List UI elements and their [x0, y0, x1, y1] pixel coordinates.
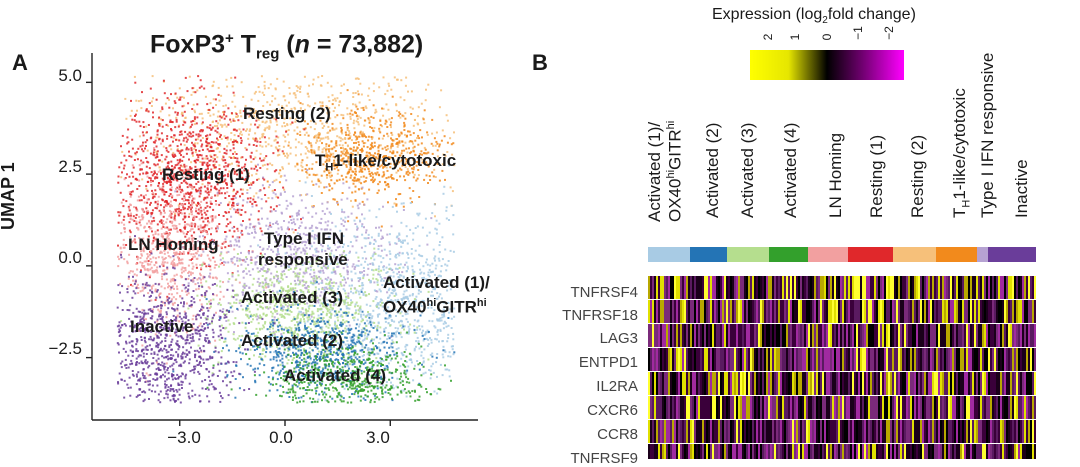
heatmap-row: [648, 300, 1036, 323]
legend-tick: 2: [761, 27, 775, 47]
expression-heatmap: [648, 247, 1036, 459]
gene-label: IL2RA: [540, 378, 638, 395]
cluster-label-activated-2: Activated (2): [241, 330, 343, 351]
gene-label: TNFRSF4: [540, 284, 638, 301]
column-label-activated-1: Activated (1)/OX40hiGITRhi: [645, 121, 686, 222]
heatmap-row: [648, 348, 1036, 371]
gene-label: CCR8: [540, 426, 638, 443]
x-tick-label: 0.0: [251, 428, 311, 448]
y-tick-label: 5.0: [22, 66, 82, 86]
gene-label: ENTPD1: [540, 354, 638, 371]
heatmap-row: [648, 396, 1036, 419]
legend-tick: −2: [882, 23, 896, 43]
column-label-activated-3: Activated (3): [738, 123, 758, 218]
column-label-ln-homing: LN Homing: [826, 133, 846, 218]
legend-tick: 1: [788, 27, 802, 47]
heatmap-row: [648, 420, 1036, 443]
heatmap-row: [648, 324, 1036, 347]
gene-label: LAG3: [540, 330, 638, 347]
column-label-inactive: Inactive: [1012, 159, 1032, 218]
gene-label: TNFRSF18: [540, 307, 638, 324]
legend-tick: 0: [820, 27, 834, 47]
column-group-bar: [893, 247, 936, 262]
x-tick-label: 3.0: [348, 428, 408, 448]
heatmap-row: [648, 372, 1036, 395]
column-group-bar: [808, 247, 848, 262]
x-tick-label: −3.0: [154, 428, 214, 448]
column-label-activated-2: Activated (2): [703, 123, 723, 218]
column-group-bar: [988, 247, 1036, 262]
gene-label: CXCR6: [540, 402, 638, 419]
cluster-label-activated-4: Activated (4): [284, 365, 386, 386]
column-group-bar: [936, 247, 977, 262]
column-label-th1: TH1-like/cytotoxic: [950, 88, 972, 218]
y-tick-label: 2.5: [22, 157, 82, 177]
cluster-label-resting-1: Resting (1): [162, 164, 250, 185]
column-group-bar: [648, 247, 690, 262]
column-group-bar: [769, 247, 808, 262]
legend-tick: −1: [851, 23, 865, 43]
y-tick-label: 0.0: [22, 248, 82, 268]
column-group-bar: [848, 247, 893, 262]
y-tick-label: −2.5: [22, 339, 82, 359]
column-group-bar: [690, 247, 727, 262]
column-group-bar: [727, 247, 769, 262]
cluster-label-inactive: Inactive: [130, 316, 193, 337]
column-label-type1-ifn: Type I IFN responsive: [978, 53, 998, 218]
panel-b-letter: B: [532, 50, 548, 76]
cluster-label-ln-homing: LN Homing: [128, 234, 219, 255]
cluster-label-activated-3: Activated (3): [241, 287, 343, 308]
cluster-label-th1: TH1-like/cytotoxic: [315, 150, 456, 178]
column-label-resting-1: Resting (1): [867, 135, 887, 218]
expression-color-scale: [750, 50, 904, 80]
column-label-activated-4: Activated (4): [781, 123, 801, 218]
cluster-label-activated-1: Activated (1)/OX40hiGITRhi: [383, 272, 490, 318]
column-group-bar: [977, 247, 988, 262]
cluster-label-resting-2: Resting (2): [243, 103, 331, 124]
heatmap-row: [648, 444, 1036, 459]
column-label-resting-2: Resting (2): [908, 135, 928, 218]
heatmap-row: [648, 276, 1036, 299]
